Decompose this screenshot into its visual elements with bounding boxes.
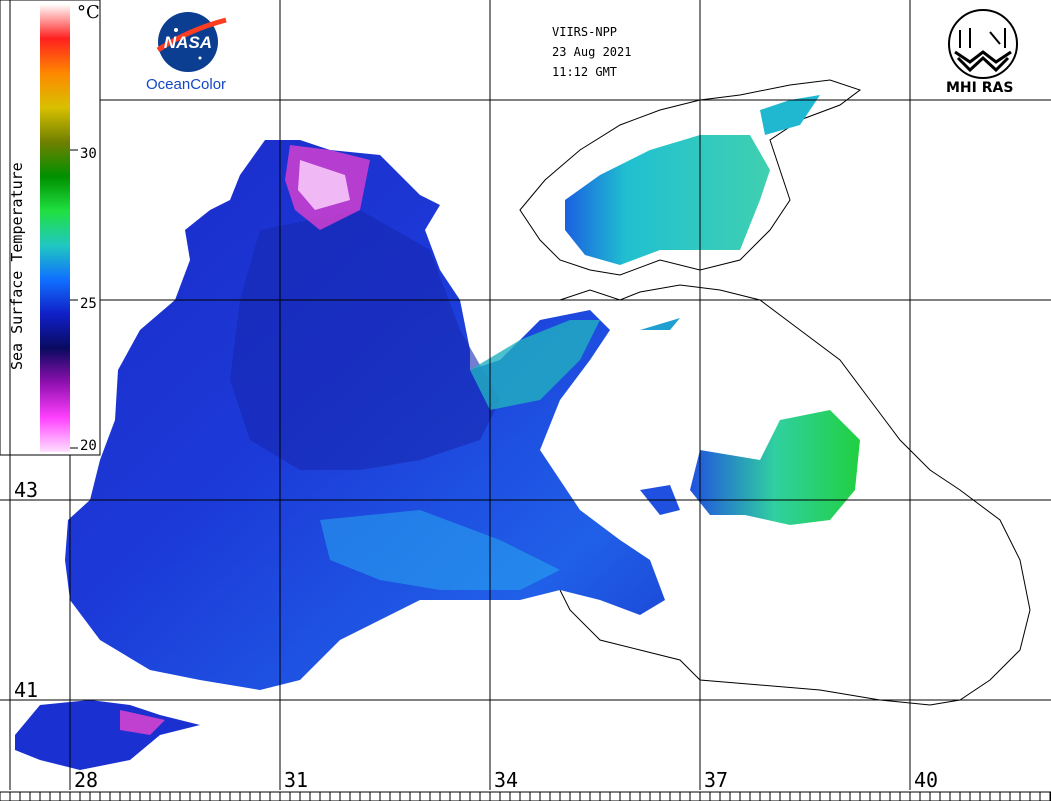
nasa-logo: NASA <box>156 12 227 72</box>
lon-label-31: 31 <box>284 768 309 792</box>
bottom-ruler <box>0 791 1051 801</box>
colorbar-tick-20: 20 <box>80 438 97 454</box>
sea-data-azov <box>565 135 770 265</box>
sea-data-dark-core <box>230 210 500 470</box>
mhi-logo <box>948 9 1018 79</box>
warm-patch-nw-light <box>298 160 350 210</box>
nasa-logo-text: NASA <box>164 33 212 52</box>
coastline-east <box>559 284 1031 706</box>
sea-data-east-flake <box>640 318 680 330</box>
date-label: 23 Aug 2021 <box>552 45 632 59</box>
lon-label-34: 34 <box>494 768 519 792</box>
time-label: 11:12 GMT <box>552 65 618 79</box>
sea-data-marmara-warm <box>120 710 165 735</box>
sea-data-light-band <box>320 510 560 590</box>
colorbar-gradient <box>40 4 70 452</box>
colorbar-tick-25: 25 <box>80 296 97 312</box>
colorbar-title: Sea Surface Temperature <box>8 162 26 370</box>
colorbar-unit: °C <box>77 2 100 23</box>
sea-data-marmara <box>15 700 200 770</box>
oceancolor-label: OceanColor <box>146 76 227 93</box>
lon-label-37: 37 <box>704 768 729 792</box>
lat-label-41: 41 <box>14 678 39 702</box>
sea-data-crimea-warm <box>470 320 600 410</box>
sea-data-azov-ne <box>760 95 820 135</box>
coastline-azov <box>519 79 862 276</box>
bottom-ruler-ticks <box>0 792 1051 801</box>
lat-label-43: 43 <box>14 478 39 502</box>
lon-label-40: 40 <box>914 768 939 792</box>
mhi-ras-label: MHI RAS <box>946 80 1014 96</box>
colorbar-tick-30: 30 <box>80 146 97 162</box>
lon-label-28: 28 <box>74 768 99 792</box>
colorbar <box>40 4 78 452</box>
satellite-label: VIIRS-NPP <box>552 25 618 39</box>
sea-data-east <box>690 410 860 525</box>
